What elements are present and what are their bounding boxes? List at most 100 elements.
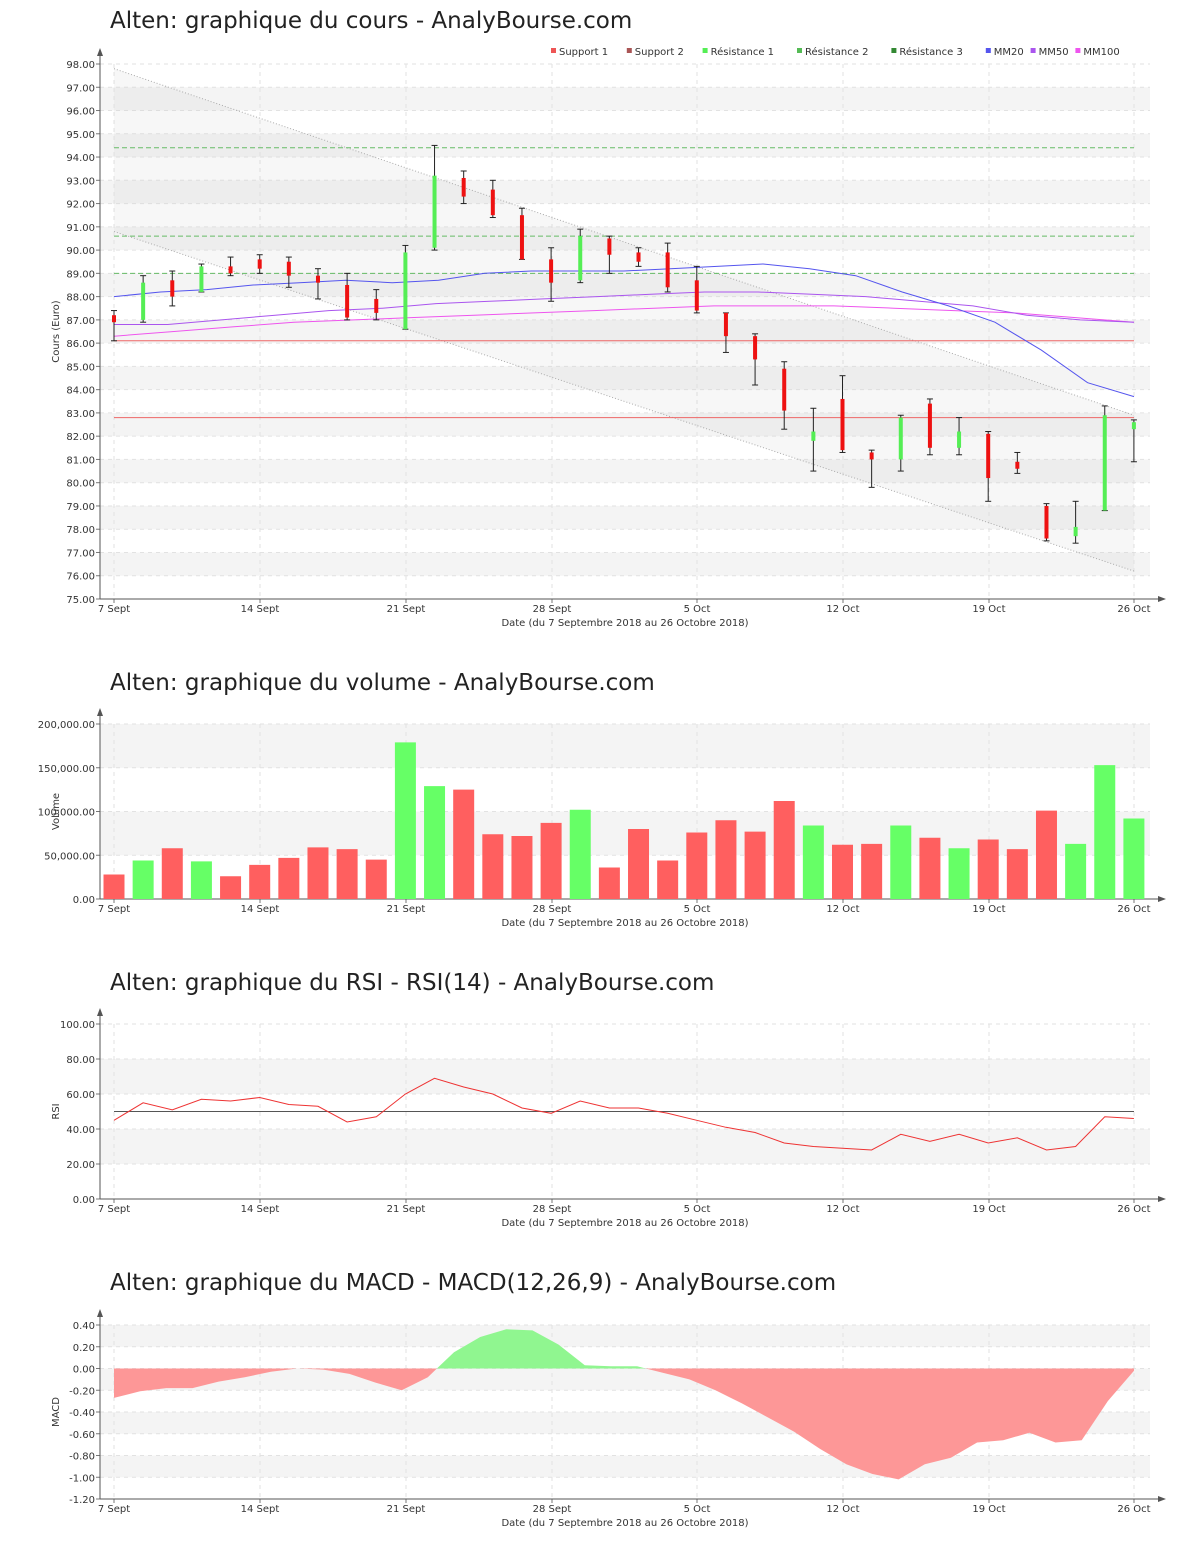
volume-bar xyxy=(861,843,883,899)
candle-body xyxy=(753,336,758,360)
plot-band xyxy=(100,366,1150,390)
volume-bar xyxy=(686,832,708,899)
candle-body xyxy=(432,175,437,248)
y-tick-label: 0.00 xyxy=(73,1365,95,1376)
volume-bar xyxy=(1065,843,1087,899)
legend-item: MM20 xyxy=(994,47,1024,58)
y-tick-label: 100.00 xyxy=(60,1020,95,1031)
volume-bar xyxy=(103,874,125,899)
y-tick-label: 79.00 xyxy=(66,502,95,513)
rsi-chart-title: Alten: graphique du RSI - RSI(14) - Anal… xyxy=(110,970,715,996)
candle-body xyxy=(228,266,233,274)
plot-band xyxy=(100,226,1150,251)
macd-chart-title: Alten: graphique du MACD - MACD(12,26,9)… xyxy=(110,1270,837,1296)
volume-chart: 0.00 50,000.00 100,000.00 150,000.00 200,000… xyxy=(38,708,1166,929)
y-tick-label: 150,000.00 xyxy=(38,764,95,775)
candle-body xyxy=(607,238,612,255)
legend-item: Résistance 1 xyxy=(711,46,774,58)
y-tick-label: 91.00 xyxy=(66,223,95,234)
volume-bar xyxy=(1035,810,1057,899)
legend-swatch xyxy=(891,48,897,53)
y-tick-label: 98.00 xyxy=(66,60,95,71)
volume-bar xyxy=(1006,849,1028,899)
legend-swatch xyxy=(702,48,708,53)
x-tick-label: 19 Oct xyxy=(972,1504,1005,1515)
volume-bar xyxy=(424,786,446,899)
x-tick-label: 26 Oct xyxy=(1117,1204,1150,1215)
y-axis-label: Volume xyxy=(51,793,62,830)
volume-bar xyxy=(569,809,591,899)
x-tick-label: 14 Sept xyxy=(241,904,280,915)
x-tick-label: 26 Oct xyxy=(1117,904,1150,915)
candle-body xyxy=(869,452,874,460)
candle-body xyxy=(549,259,554,283)
candle-body xyxy=(811,431,816,441)
candle-body xyxy=(665,252,670,288)
x-tick-label: 12 Oct xyxy=(826,904,859,915)
candle-body xyxy=(636,252,641,262)
y-axis-label: MACD xyxy=(51,1397,62,1427)
candle-body xyxy=(1131,422,1136,430)
y-tick-label: 84.00 xyxy=(66,386,95,397)
volume-chart-title: Alten: graphique du volume - AnalyBourse… xyxy=(110,670,655,696)
plot-band xyxy=(100,319,1150,344)
candle-body xyxy=(374,298,379,313)
volume-bar xyxy=(511,836,533,899)
legend-swatch xyxy=(1075,48,1081,53)
y-tick-label: 50,000.00 xyxy=(44,851,95,862)
plot-band xyxy=(100,1455,1150,1478)
x-tick-label: 28 Sept xyxy=(533,604,572,615)
volume-bar xyxy=(832,844,853,899)
volume-bar xyxy=(453,789,475,899)
y-tick-label: 83.00 xyxy=(66,409,95,420)
volume-bar xyxy=(190,861,212,899)
x-tick-label: 12 Oct xyxy=(826,1504,859,1515)
y-axis-label: Cours (Euro) xyxy=(51,300,62,363)
y-tick-label: -0.40 xyxy=(69,1408,95,1419)
candle-body xyxy=(170,280,175,297)
x-tick-label: 5 Oct xyxy=(684,604,711,615)
volume-bar xyxy=(802,825,824,899)
candle-body xyxy=(782,368,787,411)
candle-body xyxy=(490,189,495,216)
x-tick-label: 19 Oct xyxy=(972,1204,1005,1215)
x-tick-label: 7 Sept xyxy=(98,1504,130,1515)
candle-body xyxy=(199,266,204,292)
volume-bar xyxy=(948,848,970,899)
plot-band xyxy=(100,811,1150,856)
x-axis-arrow xyxy=(1158,1496,1166,1502)
candle-body xyxy=(286,261,291,276)
candle-body xyxy=(723,312,728,337)
y-tick-label: 75.00 xyxy=(66,595,95,606)
x-tick-label: 5 Oct xyxy=(684,1204,711,1215)
plot-band xyxy=(100,1325,1150,1347)
volume-bar xyxy=(307,847,329,899)
legend-item: MM50 xyxy=(1039,47,1069,58)
plot-band xyxy=(100,133,1150,158)
y-tick-label: 0.40 xyxy=(73,1321,95,1332)
x-tick-label: 26 Oct xyxy=(1117,1504,1150,1515)
volume-bar xyxy=(482,834,504,899)
candle-body xyxy=(461,177,466,197)
y-axis-arrow xyxy=(97,1309,103,1317)
y-tick-label: 88.00 xyxy=(66,293,95,304)
x-axis-arrow xyxy=(1158,596,1166,602)
y-tick-label: 86.00 xyxy=(66,339,95,350)
y-tick-label: 0.20 xyxy=(73,1343,95,1354)
x-tick-label: 12 Oct xyxy=(826,604,859,615)
plot-band xyxy=(100,1059,1150,1094)
y-tick-label: 60.00 xyxy=(66,1090,95,1101)
x-tick-label: 7 Sept xyxy=(98,904,130,915)
candle-body xyxy=(898,417,903,460)
candle-body xyxy=(1044,505,1049,539)
x-axis-arrow xyxy=(1158,896,1166,902)
legend-swatch xyxy=(626,48,632,53)
x-tick-label: 19 Oct xyxy=(972,904,1005,915)
candle-body xyxy=(257,259,262,269)
volume-bar xyxy=(394,742,416,899)
volume-bar xyxy=(715,820,737,899)
y-tick-label: -1.00 xyxy=(69,1473,95,1484)
y-tick-label: -0.20 xyxy=(69,1386,95,1397)
legend-swatch xyxy=(797,48,802,53)
macd-negative-area xyxy=(297,1368,437,1391)
